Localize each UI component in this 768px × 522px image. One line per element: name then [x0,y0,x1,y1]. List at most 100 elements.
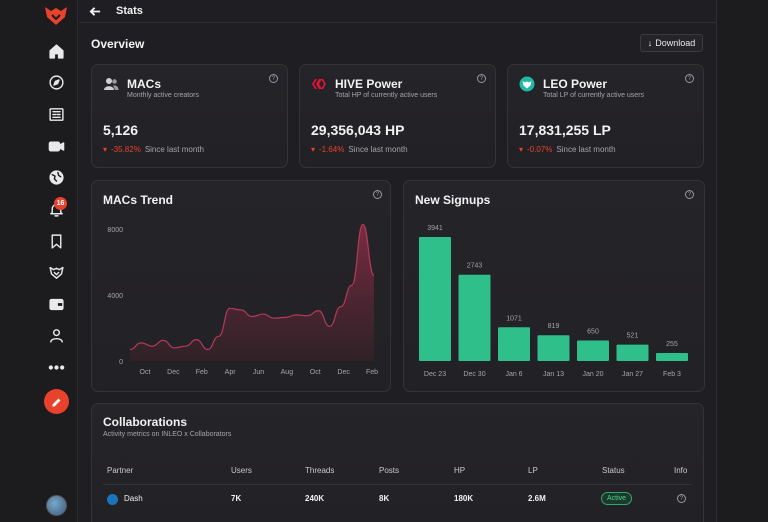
column-header: Posts [379,466,400,475]
download-arrow-icon: ↓ [647,38,653,48]
help-icon[interactable]: ? [477,74,486,83]
inleo-logo-icon[interactable] [43,5,69,27]
x-tick-label: Jan 13 [543,371,564,378]
stat-card-leo-power: LEO Power Total LP of currently active u… [507,64,704,168]
bar-value-label: 2743 [467,263,483,270]
wallet-icon[interactable] [46,294,66,314]
bar [656,352,688,361]
macs-trend-card: MACs Trend ? 0 4000 8000 Oct Dec Feb Apr Jun Aug… [91,180,391,392]
help-icon[interactable]: ? [269,74,278,83]
collaborations-card: Collaborations Activity metrics on INLEO… [91,403,704,522]
bar-value-label: 1071 [506,315,522,322]
change-period: Since last month [556,145,616,154]
change-percent: -35.82% [111,145,141,154]
y-tick-label: 0 [119,359,123,366]
download-button[interactable]: ↓ Download [640,34,703,52]
x-tick-label: Dec 23 [424,371,446,378]
stat-value: 17,831,255 LP [519,122,611,138]
home-icon[interactable] [46,41,66,61]
bar [577,340,609,361]
stat-change: ▾ -1.64% Since last month [311,145,408,154]
compose-button[interactable] [44,389,69,414]
bar [419,237,451,361]
page-title: Stats [116,5,143,17]
top-bar: Stats [79,0,716,23]
trend-line [129,223,375,351]
collaborations-title: Collaborations [103,415,188,429]
bar [458,274,491,361]
status-badge: Active [601,492,632,505]
bar-value-label: 650 [587,329,599,336]
back-arrow-icon[interactable] [89,5,102,18]
new-signups-chart: 3941 Dec 23 2743 Dec 30 1071 Jan 6 819 Jan 13 65… [419,225,688,378]
chart-title: MACs Trend [103,193,174,207]
overview-heading: Overview [91,37,145,51]
avatar[interactable] [46,495,67,516]
lp-cell: 2.6M [528,494,546,503]
hive-logo-icon [311,76,327,92]
sidebar: 16 [0,0,78,522]
notification-count-badge: 16 [54,197,67,210]
leo-logo-icon [519,76,535,92]
change-period: Since last month [348,145,408,154]
help-icon[interactable]: ? [685,190,694,199]
leo-icon[interactable] [46,262,66,282]
column-header: HP [454,466,466,475]
stat-card-macs: MACs Monthly active creators ? 5,126 ▾ -… [91,64,288,168]
change-percent: -1.64% [319,145,345,154]
column-header: Status [602,466,625,475]
x-tick-label: Jan 27 [622,371,643,378]
stat-change: ▾ -0.07% Since last month [519,145,616,154]
info-icon[interactable]: ? [677,494,686,503]
stat-subtitle: Total HP of currently active users [335,92,438,99]
help-icon[interactable]: ? [685,74,694,83]
stat-value: 5,126 [103,122,139,138]
partner-name[interactable]: Dash [124,494,143,503]
x-tick-label: Jan 6 [505,371,522,378]
macs-trend-chart: 0 4000 8000 Oct Dec Feb Apr Jun Aug Oct Dec Feb [107,223,378,376]
stat-value: 29,356,043 HP [311,122,405,138]
collaborations-subtitle: Activity metrics on INLEO x Collaborator… [103,431,232,438]
x-tick-label: Oct [140,369,151,376]
video-icon[interactable] [46,136,66,156]
stat-subtitle: Monthly active creators [127,92,199,99]
main-content: Stats Overview ↓ Download MACs Monthly a… [79,0,717,522]
x-tick-label: Apr [225,369,237,376]
help-icon[interactable]: ? [373,190,382,199]
stat-title: LEO Power [543,77,608,91]
caret-down-icon: ▾ [519,145,524,154]
bar-value-label: 819 [548,323,560,330]
x-tick-label: Dec [167,369,180,376]
x-tick-label: Jun [253,369,264,376]
bookmark-icon[interactable] [46,231,66,251]
dash-logo-icon [107,494,118,505]
explore-compass-icon[interactable] [46,72,66,92]
bar [498,327,530,361]
more-icon[interactable] [46,357,66,377]
posts-cell: 8K [379,494,390,503]
trend-area [130,224,374,361]
x-tick-label: Dec 30 [463,371,485,378]
y-tick-label: 4000 [107,293,123,300]
stat-change: ▾ -35.82% Since last month [103,145,204,154]
x-tick-label: Dec [337,369,350,376]
news-icon[interactable] [46,104,66,124]
x-tick-label: Feb [196,369,208,376]
x-tick-label: Feb 3 [663,371,681,378]
change-percent: -0.07% [527,145,553,154]
users-cell: 7K [231,494,242,503]
stat-title: MACs [127,77,162,91]
column-header: LP [528,466,538,475]
x-tick-label: Jan 20 [582,371,603,378]
bar [537,335,570,361]
stat-card-hive-power: HIVE Power Total HP of currently active … [299,64,496,168]
bar-value-label: 255 [666,341,678,348]
profile-icon[interactable] [46,325,66,345]
download-label: Download [655,38,696,48]
y-tick-label: 8000 [107,227,123,234]
globe-icon[interactable] [46,167,66,187]
bar-value-label: 3941 [427,225,443,232]
x-tick-label: Oct [310,369,321,376]
caret-down-icon: ▾ [311,145,316,154]
column-header: Threads [305,466,335,475]
